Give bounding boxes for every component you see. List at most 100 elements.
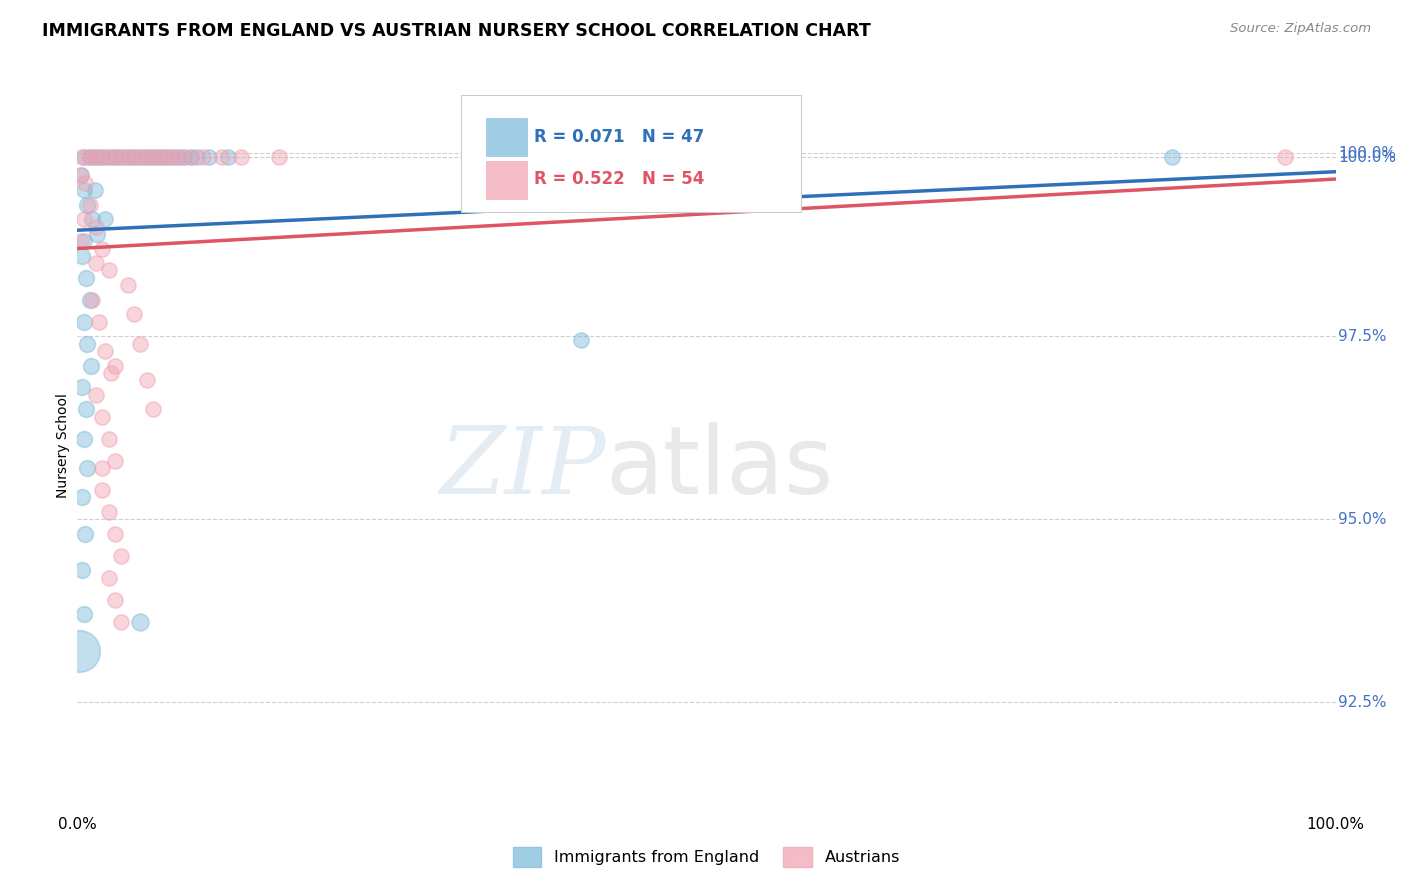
- Point: [97, 432, 120, 446]
- Point: [142, 150, 165, 164]
- Point: [127, 150, 149, 164]
- Point: [104, 453, 127, 467]
- Point: [72, 607, 94, 622]
- Point: [94, 212, 117, 227]
- Point: [76, 336, 98, 351]
- Point: [148, 150, 170, 164]
- Point: [180, 150, 202, 164]
- Text: 92.5%: 92.5%: [1339, 695, 1386, 709]
- Point: [77, 150, 100, 164]
- Text: Source: ZipAtlas.com: Source: ZipAtlas.com: [1230, 22, 1371, 36]
- Point: [180, 150, 202, 164]
- Text: 97.5%: 97.5%: [1339, 329, 1386, 343]
- Text: 95.0%: 95.0%: [1339, 512, 1386, 526]
- Point: [167, 150, 190, 164]
- Text: atlas: atlas: [606, 422, 834, 514]
- Point: [198, 150, 221, 164]
- Point: [117, 278, 139, 293]
- Point: [152, 150, 174, 164]
- Point: [84, 183, 107, 197]
- Point: [73, 526, 96, 541]
- Point: [72, 490, 94, 504]
- Point: [70, 169, 93, 183]
- FancyBboxPatch shape: [461, 95, 801, 212]
- Point: [72, 234, 94, 248]
- Point: [82, 293, 104, 307]
- Point: [129, 150, 152, 164]
- Point: [186, 150, 208, 164]
- Point: [122, 307, 145, 321]
- Point: [173, 150, 195, 164]
- Point: [70, 169, 93, 183]
- Point: [84, 219, 107, 234]
- Point: [84, 388, 107, 402]
- Point: [91, 409, 114, 424]
- Point: [84, 256, 107, 270]
- Point: [79, 293, 101, 307]
- Point: [101, 150, 124, 164]
- Point: [132, 150, 155, 164]
- Point: [217, 150, 239, 164]
- Point: [145, 150, 167, 164]
- Point: [110, 150, 132, 164]
- Point: [160, 150, 183, 164]
- Point: [155, 150, 177, 164]
- Point: [89, 150, 111, 164]
- Point: [100, 366, 122, 380]
- Point: [91, 242, 114, 256]
- Point: [97, 263, 120, 277]
- Point: [72, 212, 94, 227]
- Point: [84, 150, 107, 164]
- Point: [75, 270, 97, 285]
- Point: [73, 176, 96, 190]
- Point: [135, 150, 157, 164]
- Point: [191, 150, 215, 164]
- Point: [79, 197, 101, 211]
- Point: [104, 359, 127, 373]
- Point: [79, 150, 101, 164]
- Point: [211, 150, 233, 164]
- Point: [122, 150, 145, 164]
- Point: [229, 150, 252, 164]
- Point: [165, 150, 187, 164]
- Point: [97, 150, 120, 164]
- Point: [120, 150, 142, 164]
- Text: R = 0.522   N = 54: R = 0.522 N = 54: [534, 170, 704, 188]
- Point: [72, 563, 94, 577]
- Point: [117, 150, 139, 164]
- Point: [1161, 150, 1184, 164]
- Text: 100.0%: 100.0%: [1339, 146, 1396, 161]
- Point: [72, 315, 94, 329]
- Point: [139, 150, 162, 164]
- Point: [75, 402, 97, 417]
- Legend: Immigrants from England, Austrians: Immigrants from England, Austrians: [506, 841, 907, 873]
- Point: [94, 343, 117, 358]
- Point: [267, 150, 290, 164]
- Point: [569, 333, 592, 347]
- Point: [108, 150, 131, 164]
- Point: [157, 150, 180, 164]
- Point: [110, 549, 132, 563]
- Point: [86, 227, 108, 241]
- Point: [104, 592, 127, 607]
- Text: ZIP: ZIP: [439, 423, 606, 513]
- Point: [72, 380, 94, 394]
- Point: [129, 615, 152, 629]
- Point: [82, 212, 104, 227]
- Point: [87, 315, 110, 329]
- Point: [110, 615, 132, 629]
- Y-axis label: Nursery School: Nursery School: [56, 393, 70, 499]
- Point: [1274, 150, 1296, 164]
- Point: [72, 183, 94, 197]
- FancyBboxPatch shape: [486, 119, 527, 156]
- Point: [104, 150, 127, 164]
- Point: [72, 249, 94, 263]
- Point: [142, 402, 165, 417]
- Point: [91, 150, 114, 164]
- Point: [104, 526, 127, 541]
- Point: [97, 505, 120, 519]
- Point: [129, 336, 152, 351]
- Point: [91, 483, 114, 497]
- Point: [96, 150, 118, 164]
- Point: [72, 150, 94, 164]
